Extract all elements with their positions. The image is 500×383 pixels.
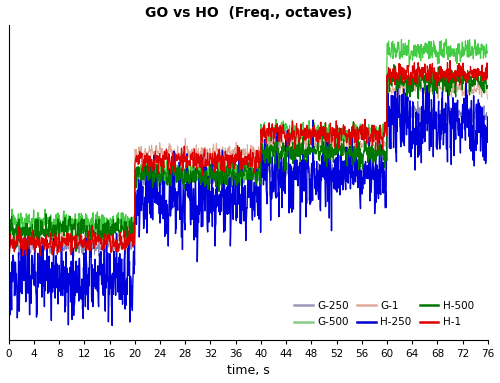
X-axis label: time, s: time, s	[227, 365, 270, 377]
Title: GO vs HO  (Freq., octaves): GO vs HO (Freq., octaves)	[144, 6, 352, 20]
Legend: G-250, G-500, G-1, H-250, H-500, H-1: G-250, G-500, G-1, H-250, H-500, H-1	[290, 297, 478, 332]
